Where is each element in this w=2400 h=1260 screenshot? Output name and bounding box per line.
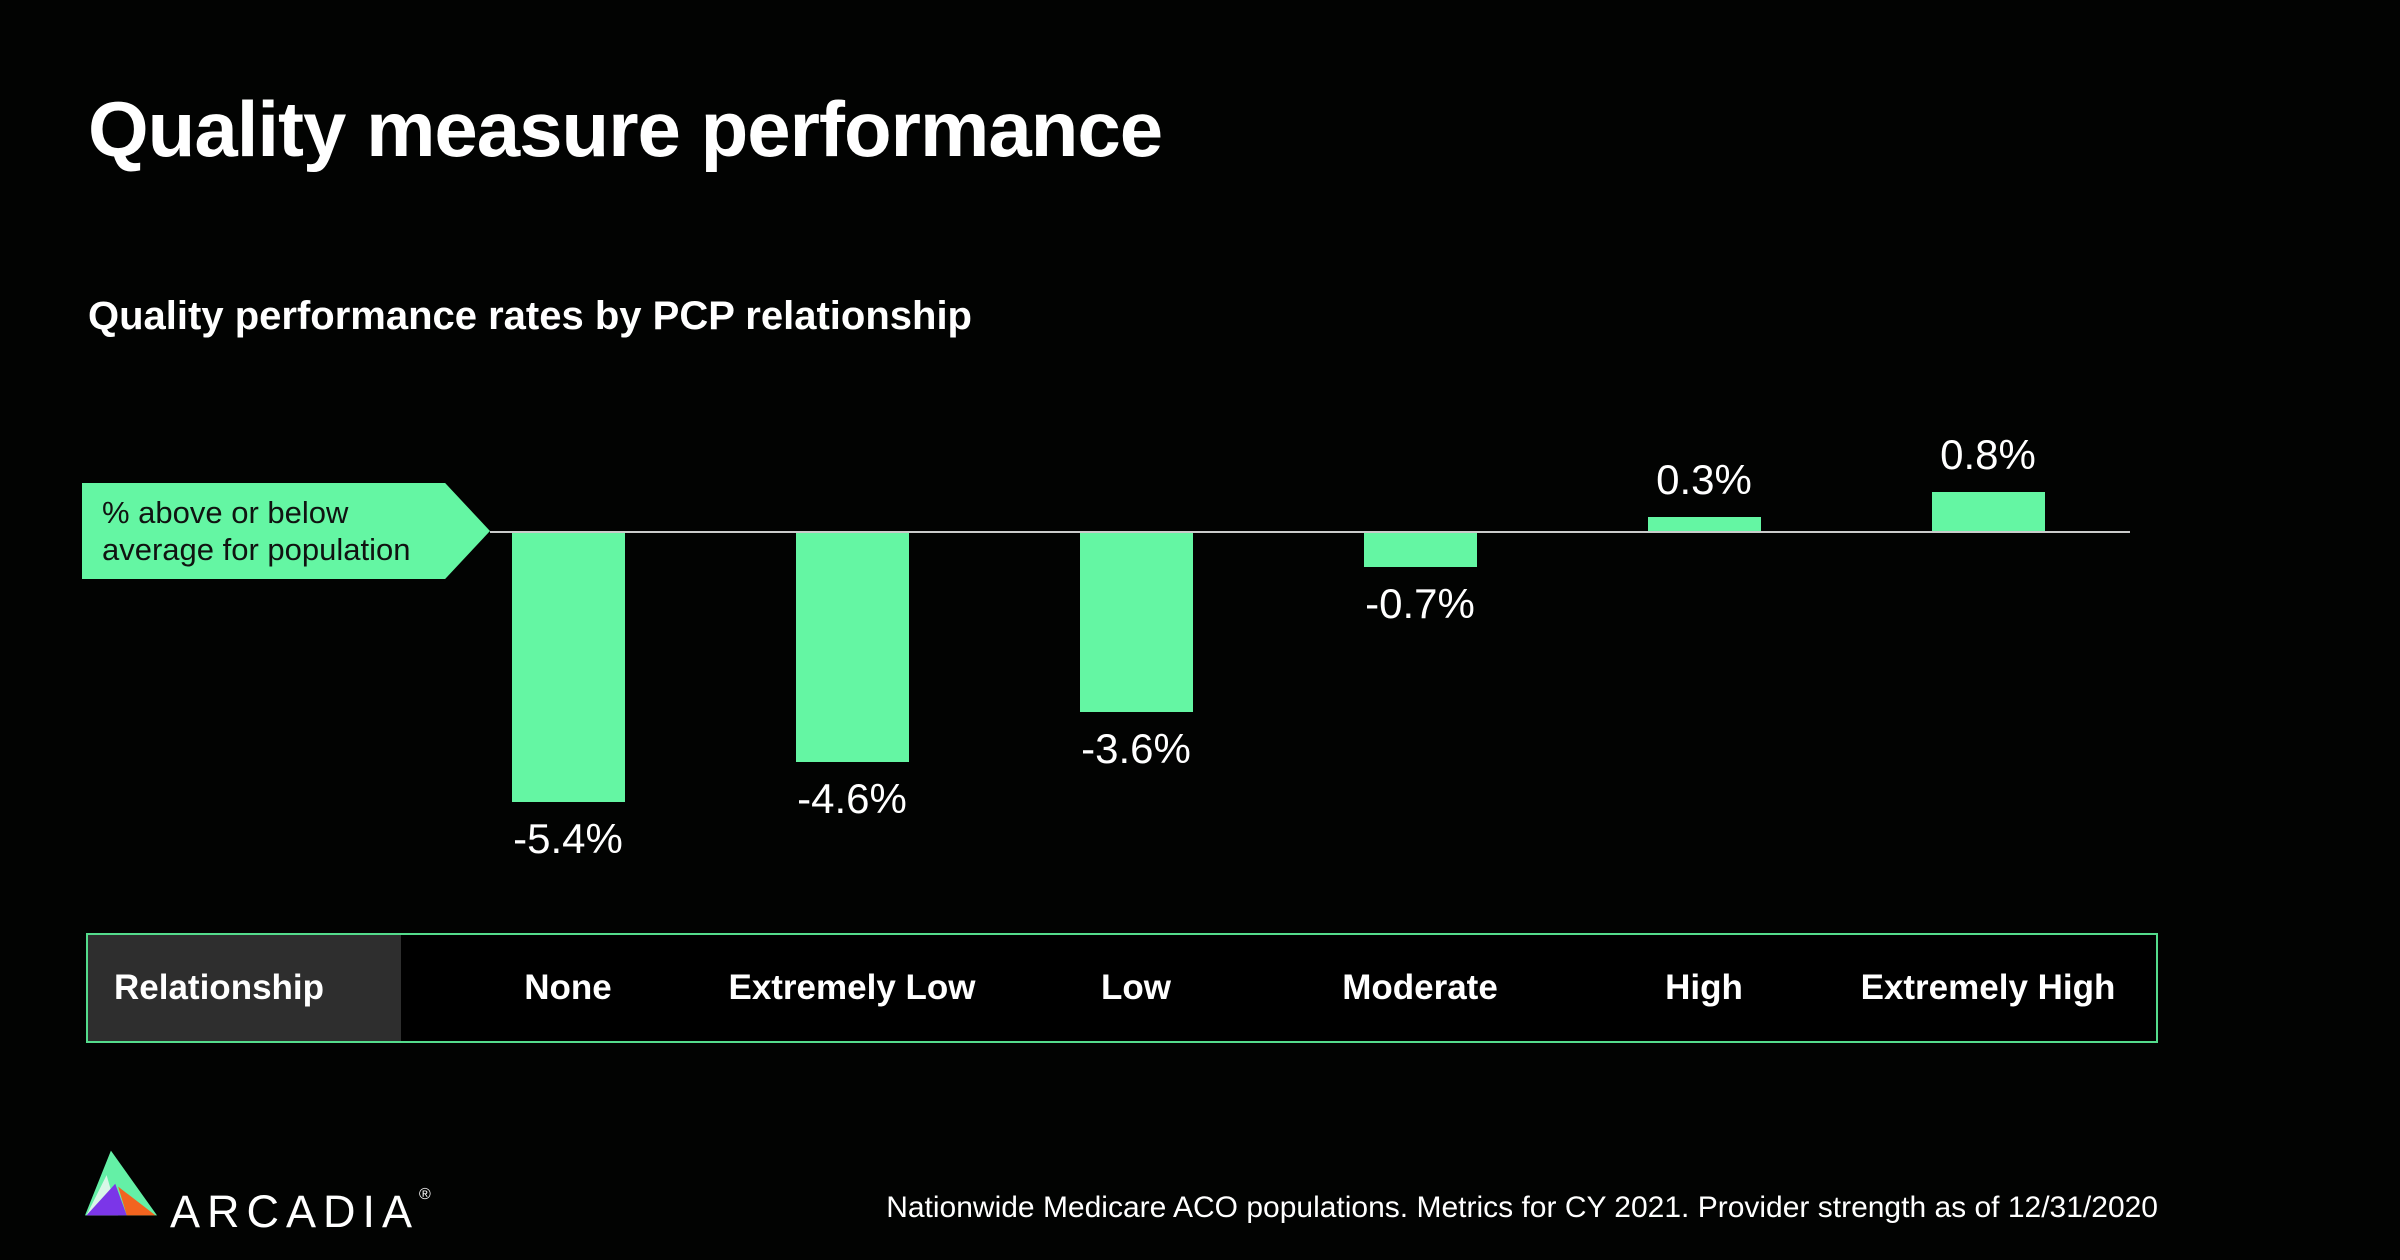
table-cell-moderate: Moderate — [1342, 968, 1498, 1007]
value-label-low: -3.6% — [1081, 725, 1191, 772]
relationship-table: Relationship — [86, 933, 2158, 1043]
bar-none — [511, 532, 625, 802]
arcadia-wordmark: ARCADIA® — [170, 1172, 431, 1234]
page-title: Quality measure performance — [88, 85, 1163, 173]
arcadia-logo-icon — [85, 1150, 157, 1216]
table-cell-extremely-low: Extremely Low — [728, 968, 976, 1007]
table-cell-low: Low — [1101, 968, 1171, 1007]
brand-name: ARCADIA — [170, 1186, 420, 1237]
bar-extremely-high — [1931, 492, 2045, 532]
bar-low — [1079, 532, 1193, 712]
bar-high — [1647, 517, 1761, 532]
table-cell-extremely-high: Extremely High — [1860, 968, 2116, 1007]
registered-trademark-symbol: ® — [419, 1186, 431, 1203]
value-label-high: 0.3% — [1656, 456, 1752, 503]
value-label-none: -5.4% — [513, 815, 623, 862]
value-label-moderate: -0.7% — [1365, 580, 1475, 627]
zero-baseline — [490, 531, 2130, 533]
source-footnote: Nationwide Medicare ACO populations. Met… — [886, 1191, 2158, 1224]
axis-annotation-line1: % above or below — [102, 495, 349, 530]
table-header-cell: Relationship — [88, 935, 401, 1041]
value-label-extremely-low: -4.6% — [797, 775, 907, 822]
axis-annotation-text: % above or below average for population — [82, 483, 490, 568]
table-cell-none: None — [524, 968, 612, 1007]
table-cell-high: High — [1665, 968, 1743, 1007]
bar-extremely-low — [795, 532, 909, 762]
axis-annotation-callout: % above or below average for population — [82, 483, 490, 579]
axis-annotation-line2: average for population — [102, 532, 411, 567]
value-label-extremely-high: 0.8% — [1940, 431, 2036, 478]
bar-moderate — [1363, 532, 1477, 567]
chart-title: Quality performance rates by PCP relatio… — [88, 294, 972, 338]
